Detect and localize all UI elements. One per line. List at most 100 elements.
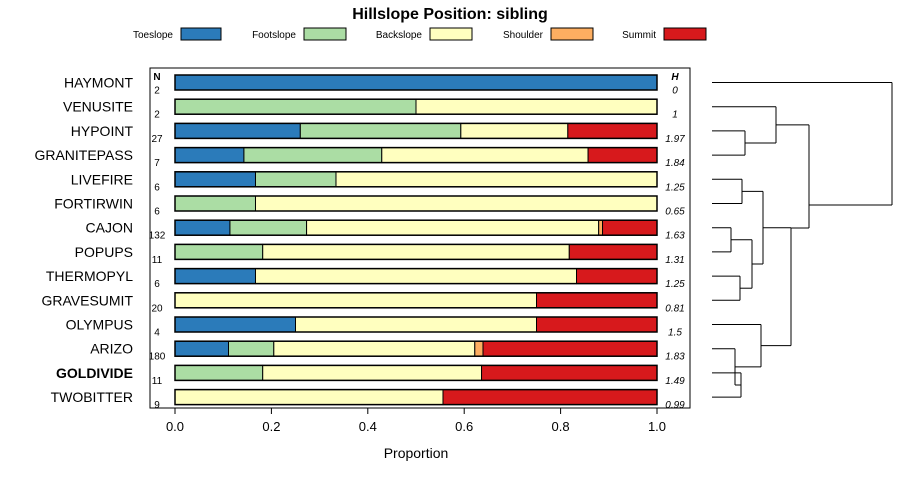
bar-olympus-summit xyxy=(536,316,658,333)
legend-swatch-shoulder xyxy=(550,27,594,41)
n-value-hypoint: 27 xyxy=(151,134,163,145)
n-value-haymont: 2 xyxy=(154,86,160,97)
h-value-thermopyl: 1.25 xyxy=(665,279,685,290)
bar-granitepass-footslope xyxy=(243,147,383,164)
bar-livefire-backslope xyxy=(335,171,658,188)
bar-venusite-backslope xyxy=(415,98,658,115)
legend: Toeslope Footslope Backslope Shoulder Summit xyxy=(133,27,707,41)
x-axis-label: Proportion xyxy=(384,445,449,461)
n-value-gravesumit: 20 xyxy=(151,303,163,314)
h-value-haymont: 0 xyxy=(672,86,678,97)
category-label-popups: POPUPS xyxy=(75,244,133,260)
legend-label-summit: Summit xyxy=(622,30,656,41)
bar-popups-summit xyxy=(568,243,658,260)
category-label-olympus: OLYMPUS xyxy=(66,317,133,333)
category-label-livefire: LIVEFIRE xyxy=(71,171,133,187)
bar-gravesumit-summit xyxy=(536,292,658,309)
category-label-hypoint: HYPOINT xyxy=(71,123,134,139)
bar-outline-arizo xyxy=(174,340,658,357)
bar-cajon-footslope xyxy=(229,219,308,236)
n-header: N xyxy=(153,72,160,83)
n-value-venusite: 2 xyxy=(154,110,160,121)
bar-goldivide-summit xyxy=(481,364,658,381)
h-value-fortirwin: 0.65 xyxy=(665,207,685,218)
bar-gravesumit-backslope xyxy=(174,292,537,309)
bar-arizo-toeslope xyxy=(174,340,230,357)
chart-title: Hillslope Position: sibling xyxy=(352,6,548,23)
bar-hypoint-summit xyxy=(567,122,658,139)
bar-outline-goldivide xyxy=(174,364,658,382)
bar-outline-thermopyl xyxy=(174,267,658,285)
n-value-fortirwin: 6 xyxy=(154,207,160,218)
bar-cajon-shoulder xyxy=(598,219,604,236)
bar-cajon-toeslope xyxy=(174,219,231,236)
h-value-cajon: 1.63 xyxy=(665,231,685,242)
h-value-goldivide: 1.49 xyxy=(665,376,685,387)
bar-outline-popups xyxy=(174,243,658,261)
bar-outline-granitepass xyxy=(174,146,658,164)
bar-cajon-summit xyxy=(602,219,658,236)
bar-thermopyl-summit xyxy=(576,268,658,285)
x-tick-label-0.6: 0.6 xyxy=(455,419,473,434)
bar-goldivide-backslope xyxy=(262,364,483,381)
bar-cajon-backslope xyxy=(306,219,600,236)
bar-outline-venusite xyxy=(174,98,658,115)
bar-fortirwin-backslope xyxy=(254,195,658,212)
n-value-olympus: 4 xyxy=(154,328,160,339)
category-label-gravesumit: GRAVESUMIT xyxy=(41,292,133,308)
bar-hypoint-toeslope xyxy=(174,122,301,139)
h-value-arizo: 1.83 xyxy=(665,352,685,363)
h-value-livefire: 1.25 xyxy=(665,182,685,193)
bar-thermopyl-backslope xyxy=(254,268,578,285)
bar-hypoint-backslope xyxy=(460,122,569,139)
x-axis: 0.0 0.2 0.4 0.6 0.8 1.0 xyxy=(166,408,666,434)
bar-arizo-summit xyxy=(482,340,658,357)
legend-swatch-backslope xyxy=(429,27,473,41)
h-value-granitepass: 1.84 xyxy=(665,158,685,169)
bar-hypoint-footslope xyxy=(299,122,462,139)
bar-olympus-toeslope xyxy=(174,316,296,333)
legend-label-shoulder: Shoulder xyxy=(503,30,544,41)
bar-granitepass-toeslope xyxy=(174,147,245,164)
dendrogram xyxy=(712,82,893,398)
x-tick-label-1.0: 1.0 xyxy=(648,419,666,434)
bar-outline-cajon xyxy=(174,219,658,236)
panel-frame xyxy=(149,67,691,409)
category-label-goldivide: GOLDIVIDE xyxy=(56,365,133,381)
bar-outline-hypoint xyxy=(174,122,658,140)
n-value-granitepass: 7 xyxy=(154,158,160,169)
bar-arizo-backslope xyxy=(273,340,476,357)
bar-goldivide-footslope xyxy=(174,364,264,381)
h-value-popups: 1.31 xyxy=(665,255,684,266)
h-value-twobitter: 0.99 xyxy=(665,400,685,411)
category-label-fortirwin: FORTIRWIN xyxy=(54,196,133,212)
bar-granitepass-summit xyxy=(587,147,658,164)
x-tick-label-0.0: 0.0 xyxy=(166,419,184,434)
h-header: H xyxy=(671,72,679,83)
bar-livefire-toeslope xyxy=(174,171,256,188)
bar-arizo-shoulder xyxy=(474,340,484,357)
legend-swatch-summit xyxy=(663,27,707,41)
bar-arizo-footslope xyxy=(228,340,275,357)
legend-label-backslope: Backslope xyxy=(376,30,423,41)
n-value-cajon: 132 xyxy=(149,231,166,242)
h-value-gravesumit: 0.81 xyxy=(665,303,684,314)
bar-thermopyl-toeslope xyxy=(174,268,256,285)
bar-haymont-toeslope xyxy=(174,74,658,91)
bar-outline-olympus xyxy=(174,316,658,333)
n-value-goldivide: 11 xyxy=(152,376,163,387)
legend-swatch-footslope xyxy=(303,27,347,41)
n-value-popups: 11 xyxy=(152,255,163,266)
n-value-arizo: 180 xyxy=(149,352,166,363)
legend-label-footslope: Footslope xyxy=(252,30,296,41)
n-value-livefire: 6 xyxy=(154,182,160,193)
category-label-venusite: VENUSITE xyxy=(63,99,133,115)
n-value-twobitter: 9 xyxy=(154,400,160,411)
bar-popups-footslope xyxy=(174,243,264,260)
bar-fortirwin-footslope xyxy=(174,195,256,212)
bar-outline-gravesumit xyxy=(174,292,658,309)
category-label-twobitter: TWOBITTER xyxy=(51,389,133,405)
bar-twobitter-summit xyxy=(442,389,658,406)
